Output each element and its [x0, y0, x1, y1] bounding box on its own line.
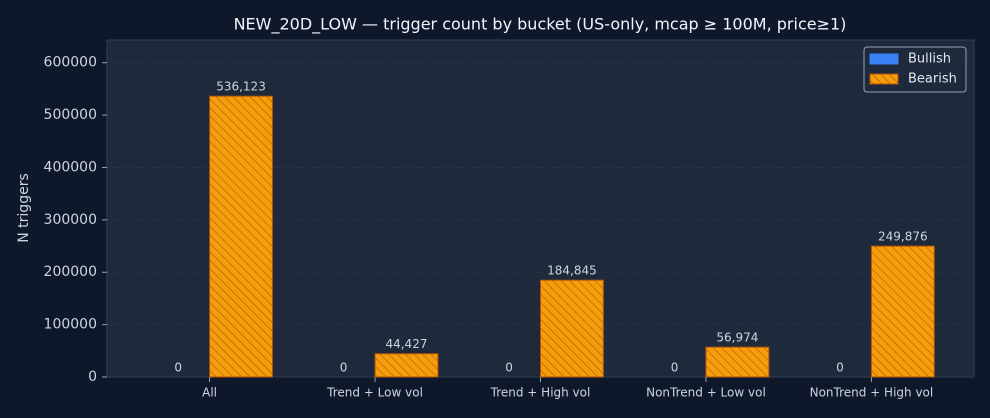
data-label: 184,845	[547, 264, 597, 278]
chart-title: NEW_20D_LOW — trigger count by bucket (U…	[234, 15, 847, 35]
x-tick-label: NonTrend + High vol	[810, 386, 934, 400]
y-tick-label: 0	[88, 369, 97, 385]
x-tick-label: All	[202, 386, 217, 400]
y-tick-label: 600000	[44, 55, 97, 71]
y-axis-label: N triggers	[16, 173, 32, 243]
bar-hatch	[209, 96, 273, 377]
y-tick-label: 300000	[44, 212, 97, 228]
data-label: 44,427	[385, 337, 427, 351]
legend: Bullish Bearish	[863, 46, 967, 93]
legend-label: Bearish	[908, 72, 957, 87]
y-tick-label: 200000	[44, 264, 97, 280]
legend-swatch	[869, 53, 899, 65]
data-label: 0	[505, 361, 513, 375]
y-tick-label: 100000	[44, 317, 97, 333]
data-label: 249,876	[878, 230, 928, 244]
bar-hatch	[871, 246, 935, 377]
x-tick-label: Trend + High vol	[490, 386, 591, 400]
data-label: 0	[671, 361, 679, 375]
bar-hatch	[705, 347, 769, 377]
data-label: 56,974	[716, 331, 758, 345]
x-tick-label: NonTrend + Low vol	[646, 386, 766, 400]
legend-hatch	[870, 74, 898, 84]
data-label: 536,123	[216, 80, 266, 94]
bar-hatch	[375, 353, 438, 377]
data-label: 0	[174, 361, 182, 375]
y-tick-label: 500000	[44, 107, 97, 123]
data-label: 0	[836, 361, 844, 375]
bar-hatch	[540, 280, 604, 377]
x-tick-label: Trend + Low vol	[326, 386, 423, 400]
data-label: 0	[340, 361, 348, 375]
legend-label: Bullish	[908, 52, 951, 67]
y-tick-label: 400000	[44, 159, 97, 175]
